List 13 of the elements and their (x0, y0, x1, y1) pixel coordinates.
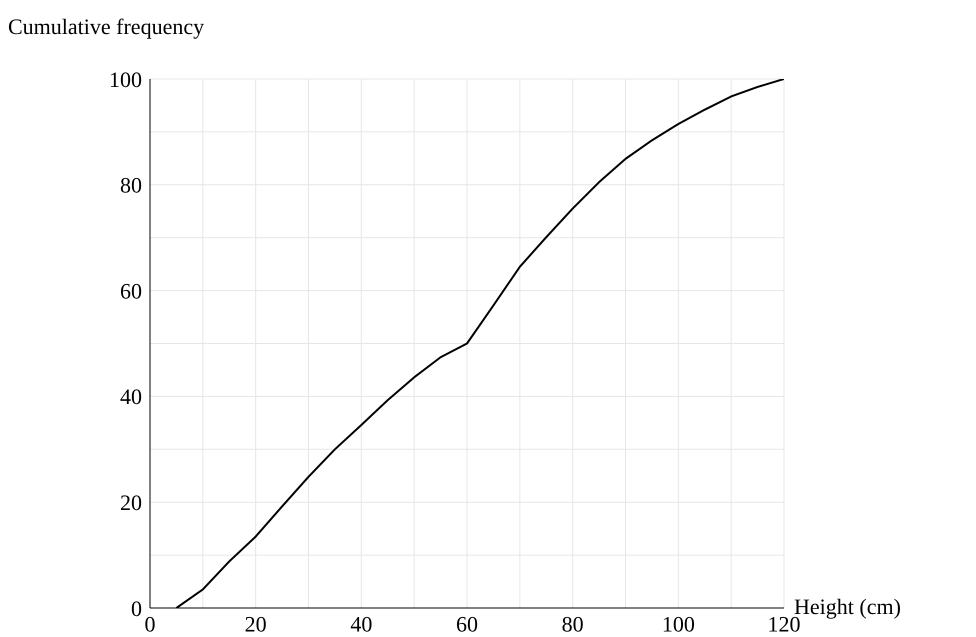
x-tick-label: 20 (244, 612, 267, 637)
y-tick-label: 20 (120, 490, 142, 516)
x-tick-label: 100 (662, 612, 695, 637)
y-tick-label: 0 (131, 596, 142, 621)
x-tick-label: 80 (562, 612, 584, 637)
y-tick-label: 100 (109, 66, 142, 92)
x-tick-label: 40 (350, 612, 372, 637)
x-axis-title: Height (cm) (794, 594, 901, 619)
y-tick-label: 40 (120, 384, 142, 410)
x-tick-label: 60 (456, 612, 478, 637)
y-axis-title: Cumulative frequency (8, 14, 204, 40)
y-tick-label: 60 (120, 278, 142, 304)
y-tick-label: 80 (120, 172, 142, 198)
